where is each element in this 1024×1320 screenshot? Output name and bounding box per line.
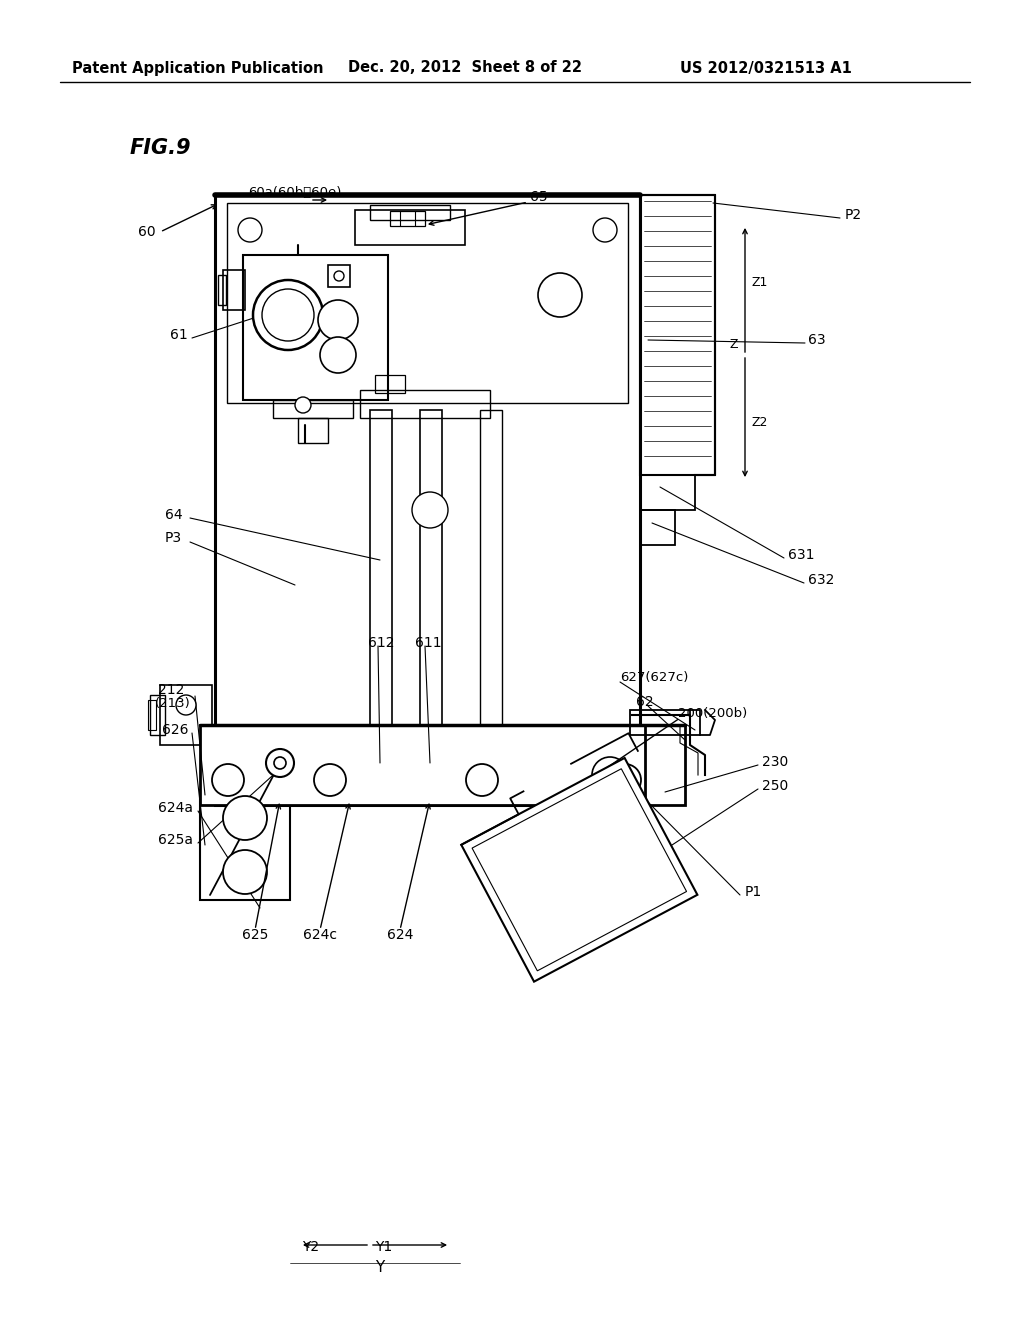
- Circle shape: [262, 289, 314, 341]
- Bar: [328, 265, 350, 286]
- Text: 63: 63: [808, 333, 825, 347]
- Text: 624a: 624a: [158, 801, 193, 814]
- Circle shape: [334, 271, 344, 281]
- Text: 632: 632: [808, 573, 835, 587]
- Text: P3: P3: [165, 531, 182, 545]
- Circle shape: [466, 764, 498, 796]
- Text: 625: 625: [242, 928, 268, 942]
- Bar: [370, 205, 450, 220]
- Bar: [375, 375, 406, 393]
- Bar: [200, 789, 290, 900]
- Text: 612: 612: [368, 636, 394, 649]
- Text: 230: 230: [762, 755, 788, 770]
- Text: Z2: Z2: [751, 416, 767, 429]
- Bar: [243, 255, 388, 400]
- Text: 250: 250: [762, 779, 788, 793]
- Text: 625a: 625a: [158, 833, 193, 847]
- Bar: [480, 411, 502, 755]
- Text: Y: Y: [375, 1259, 384, 1275]
- Text: Y1: Y1: [375, 1239, 392, 1254]
- Text: 60: 60: [138, 224, 156, 239]
- Text: 627(627c): 627(627c): [620, 672, 688, 685]
- Bar: [390, 211, 425, 226]
- Text: 61: 61: [170, 327, 187, 342]
- Bar: [630, 710, 690, 735]
- Text: 200(200b): 200(200b): [678, 708, 748, 721]
- Circle shape: [238, 218, 262, 242]
- Text: Dec. 20, 2012  Sheet 8 of 22: Dec. 20, 2012 Sheet 8 of 22: [348, 61, 582, 75]
- Text: P1: P1: [745, 884, 762, 899]
- Bar: [640, 510, 675, 545]
- Circle shape: [609, 764, 641, 796]
- Bar: [298, 418, 328, 444]
- Bar: [160, 685, 212, 744]
- Circle shape: [212, 764, 244, 796]
- Bar: [640, 475, 695, 510]
- Circle shape: [593, 218, 617, 242]
- Circle shape: [253, 280, 323, 350]
- Text: Y2: Y2: [302, 1239, 319, 1254]
- Text: 65: 65: [530, 190, 548, 205]
- Bar: [370, 411, 392, 755]
- Circle shape: [223, 850, 267, 894]
- Text: 611: 611: [415, 636, 441, 649]
- Bar: [273, 400, 353, 418]
- Text: 626: 626: [162, 723, 188, 737]
- Bar: [148, 700, 156, 730]
- Circle shape: [318, 300, 358, 341]
- Circle shape: [176, 696, 196, 715]
- Bar: [355, 210, 465, 246]
- Bar: [360, 389, 490, 418]
- Circle shape: [412, 492, 449, 528]
- Bar: [365, 755, 485, 775]
- Text: 64: 64: [165, 508, 182, 521]
- Circle shape: [274, 756, 286, 770]
- Text: 212: 212: [158, 682, 184, 697]
- Text: 624: 624: [387, 928, 414, 942]
- Text: 624c: 624c: [303, 928, 337, 942]
- Text: Z1: Z1: [751, 276, 767, 289]
- Polygon shape: [461, 758, 697, 982]
- Circle shape: [538, 273, 582, 317]
- Bar: [200, 725, 685, 805]
- Text: 631: 631: [788, 548, 814, 562]
- Bar: [218, 275, 226, 305]
- Bar: [420, 411, 442, 755]
- Circle shape: [223, 796, 267, 840]
- Bar: [223, 271, 245, 310]
- Text: Patent Application Publication: Patent Application Publication: [72, 61, 324, 75]
- Bar: [215, 195, 640, 805]
- Text: 62: 62: [636, 696, 653, 709]
- Text: US 2012/0321513 A1: US 2012/0321513 A1: [680, 61, 852, 75]
- Text: (213): (213): [155, 697, 190, 710]
- Circle shape: [295, 397, 311, 413]
- Text: 60a(60b～60e): 60a(60b～60e): [248, 186, 341, 199]
- Text: Z: Z: [729, 338, 737, 351]
- Circle shape: [592, 756, 628, 793]
- Bar: [227, 203, 628, 403]
- Circle shape: [319, 337, 356, 374]
- Text: 624b: 624b: [557, 928, 593, 942]
- Circle shape: [266, 748, 294, 777]
- Text: FIG.9: FIG.9: [130, 139, 191, 158]
- Bar: [150, 696, 165, 735]
- Bar: [640, 195, 715, 475]
- Text: P2: P2: [845, 209, 862, 222]
- Circle shape: [314, 764, 346, 796]
